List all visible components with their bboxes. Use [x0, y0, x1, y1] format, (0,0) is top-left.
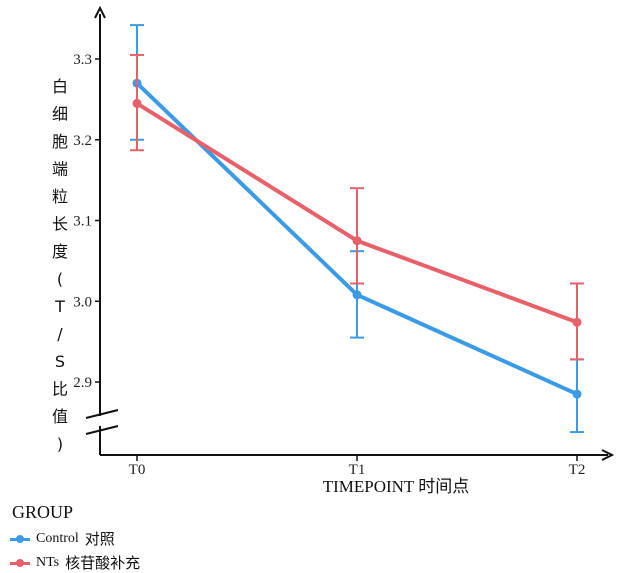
legend-swatch-control — [10, 534, 30, 544]
y-axis-label-char: ) — [57, 435, 63, 454]
x-tick-label: T0 — [129, 462, 146, 478]
y-tick-label: 2.9 — [73, 375, 92, 391]
x-tick-label: T2 — [569, 462, 586, 478]
legend-label-nts-en: NTs — [36, 554, 60, 570]
legend-label-control-en: Control — [36, 530, 79, 546]
x-axis-arrow — [601, 449, 615, 461]
y-axis-label-char: T — [54, 297, 65, 316]
y-ticks: 2.9 3.0 3.1 3.2 3.3 — [73, 52, 100, 391]
series-layer — [130, 24, 584, 434]
y-tick-label: 3.1 — [73, 214, 92, 230]
y-axis-label-char: 值 — [52, 407, 68, 426]
legend-label-nts-cn: 核苷酸补充 — [65, 554, 141, 572]
axis-break-mark — [85, 425, 119, 435]
legend-title: GROUP — [12, 502, 74, 522]
y-axis-label-char: 白 — [52, 77, 68, 96]
data-point — [572, 317, 582, 327]
data-point — [132, 98, 142, 108]
series-nts — [130, 53, 584, 361]
y-axis-label-char: ( — [57, 270, 63, 289]
data-point — [352, 290, 362, 300]
y-axis-arrow — [94, 5, 106, 19]
y-axis-label-char: 度 — [52, 242, 68, 261]
legend-swatch-nts — [10, 558, 30, 568]
y-axis-label-char: 细 — [52, 105, 68, 124]
axis-break-mark — [85, 409, 119, 419]
x-axis-label: TIMEPOINT 时间点 — [323, 477, 470, 495]
y-axis-label-char: S — [55, 352, 65, 371]
y-axis-label-char: 长 — [52, 215, 68, 234]
x-ticks: T0 T1 T2 — [129, 455, 586, 478]
legend-label-control-cn: 对照 — [84, 530, 115, 548]
data-point — [352, 236, 362, 246]
y-axis-label-char: 胞 — [52, 132, 68, 151]
y-axis-label-char: 端 — [52, 160, 68, 179]
y-axis-label-char: / — [57, 325, 63, 344]
y-tick-label: 3.3 — [73, 52, 92, 68]
legend-item-control: Control 对照 — [10, 528, 115, 549]
x-tick-label: T1 — [349, 462, 366, 478]
data-point — [572, 389, 582, 399]
legend-item-nts: NTs 核苷酸补充 — [10, 552, 140, 573]
y-tick-label: 3.0 — [73, 294, 92, 310]
y-axis-label-char: 比 — [52, 380, 68, 399]
y-tick-label: 3.2 — [73, 133, 92, 149]
axis-break-gap — [94, 416, 106, 426]
y-axis-label-char: 粒 — [52, 187, 68, 206]
